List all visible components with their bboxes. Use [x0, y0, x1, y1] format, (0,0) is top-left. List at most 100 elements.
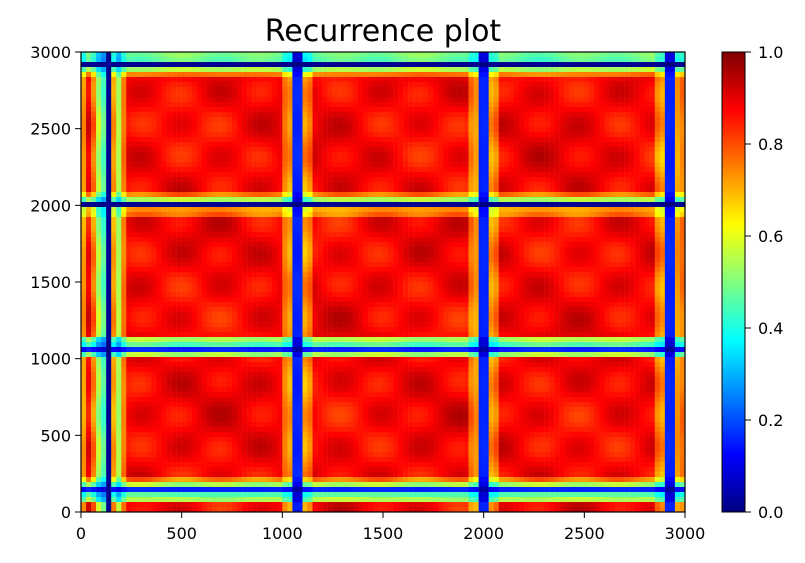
heatmap-cell [337, 217, 343, 223]
heatmap-cell [91, 257, 97, 263]
heatmap-cell [564, 107, 570, 113]
heatmap-cell [473, 137, 479, 143]
heatmap-cell [86, 222, 92, 228]
heatmap-cell [307, 257, 313, 263]
heatmap-cell [151, 107, 157, 113]
heatmap-cell [282, 142, 288, 148]
heatmap-cell [287, 57, 293, 63]
heatmap-cell [584, 207, 590, 213]
heatmap-cell [242, 177, 248, 183]
heatmap-cell [644, 97, 651, 103]
heatmap-cell [282, 192, 288, 198]
heatmap-cell [287, 167, 293, 173]
heatmap-cell [468, 162, 474, 168]
heatmap-cell [428, 137, 434, 143]
heatmap-cell [151, 97, 157, 103]
heatmap-cell [352, 107, 359, 113]
heatmap-cell [448, 82, 454, 88]
heatmap-cell [176, 217, 182, 223]
heatmap-cell [488, 192, 494, 198]
heatmap-cell [322, 57, 328, 63]
heatmap-cell [106, 227, 112, 233]
heatmap-cell [221, 207, 228, 213]
heatmap-cell [634, 192, 640, 198]
heatmap-cell [352, 132, 359, 138]
heatmap-cell [96, 87, 102, 93]
heatmap-cell [146, 107, 152, 113]
heatmap-cell [257, 207, 263, 213]
heatmap-cell [166, 127, 172, 133]
heatmap-cell [659, 107, 666, 113]
heatmap-cell [292, 67, 298, 73]
heatmap-cell [337, 52, 343, 58]
heatmap-cell [272, 122, 278, 128]
heatmap-cell [488, 97, 494, 103]
heatmap-cell [544, 162, 550, 168]
heatmap-cell [569, 147, 575, 153]
heatmap-cell [136, 112, 142, 118]
heatmap-cell [287, 102, 293, 108]
heatmap-cell [81, 172, 87, 178]
heatmap-cell [377, 72, 384, 78]
heatmap-cell [398, 237, 404, 243]
heatmap-cell [438, 87, 444, 93]
heatmap-cell [609, 167, 615, 173]
heatmap-cell [584, 237, 590, 243]
heatmap-cell [126, 122, 132, 128]
heatmap-cell [614, 142, 620, 148]
heatmap-cell [518, 177, 525, 183]
heatmap-cell [327, 102, 333, 108]
heatmap-cell [342, 192, 349, 198]
heatmap-cell [614, 152, 620, 158]
heatmap-cell [498, 237, 505, 243]
heatmap-cell [418, 182, 424, 188]
heatmap-cell [493, 222, 500, 228]
heatmap-cell [96, 242, 102, 248]
heatmap-cell [579, 112, 585, 118]
heatmap-cell [453, 192, 459, 198]
heatmap-cell [302, 217, 308, 223]
heatmap-cell [257, 117, 263, 123]
heatmap-cell [372, 227, 379, 233]
heatmap-cell [589, 187, 595, 193]
heatmap-cell [106, 247, 112, 253]
heatmap-cell [639, 217, 645, 223]
heatmap-cell [493, 102, 500, 108]
heatmap-cell [428, 222, 434, 228]
heatmap-cell [257, 197, 263, 203]
heatmap-cell [534, 137, 540, 143]
heatmap-cell [292, 257, 298, 263]
heatmap-cell [508, 107, 515, 113]
heatmap-cell [383, 202, 389, 208]
heatmap-cell [126, 117, 132, 123]
heatmap-cell [136, 222, 142, 228]
heatmap-cell [171, 227, 177, 233]
heatmap-cell [367, 197, 374, 203]
heatmap-cell [292, 172, 298, 178]
heatmap-cell [418, 162, 424, 168]
heatmap-cell [86, 197, 92, 203]
heatmap-cell [528, 92, 535, 98]
heatmap-cell [191, 177, 198, 183]
heatmap-cell [267, 172, 273, 178]
heatmap-cell [377, 167, 384, 173]
heatmap-cell [408, 147, 414, 153]
heatmap-cell [307, 162, 313, 168]
heatmap-cell [629, 142, 635, 148]
heatmap-cell [211, 157, 218, 163]
heatmap-cell [121, 227, 127, 233]
heatmap-cell [493, 152, 500, 158]
heatmap-cell [614, 212, 620, 218]
heatmap-cell [458, 252, 464, 258]
heatmap-cell [232, 117, 238, 123]
heatmap-cell [106, 182, 112, 188]
heatmap-cell [579, 247, 585, 253]
heatmap-cell [458, 207, 464, 213]
heatmap-cell [559, 72, 565, 78]
heatmap-cell [629, 232, 635, 238]
heatmap-cell [287, 82, 293, 88]
heatmap-cell [196, 82, 203, 88]
heatmap-cell [619, 207, 625, 213]
heatmap-cell [503, 212, 510, 218]
heatmap-cell [664, 72, 671, 78]
